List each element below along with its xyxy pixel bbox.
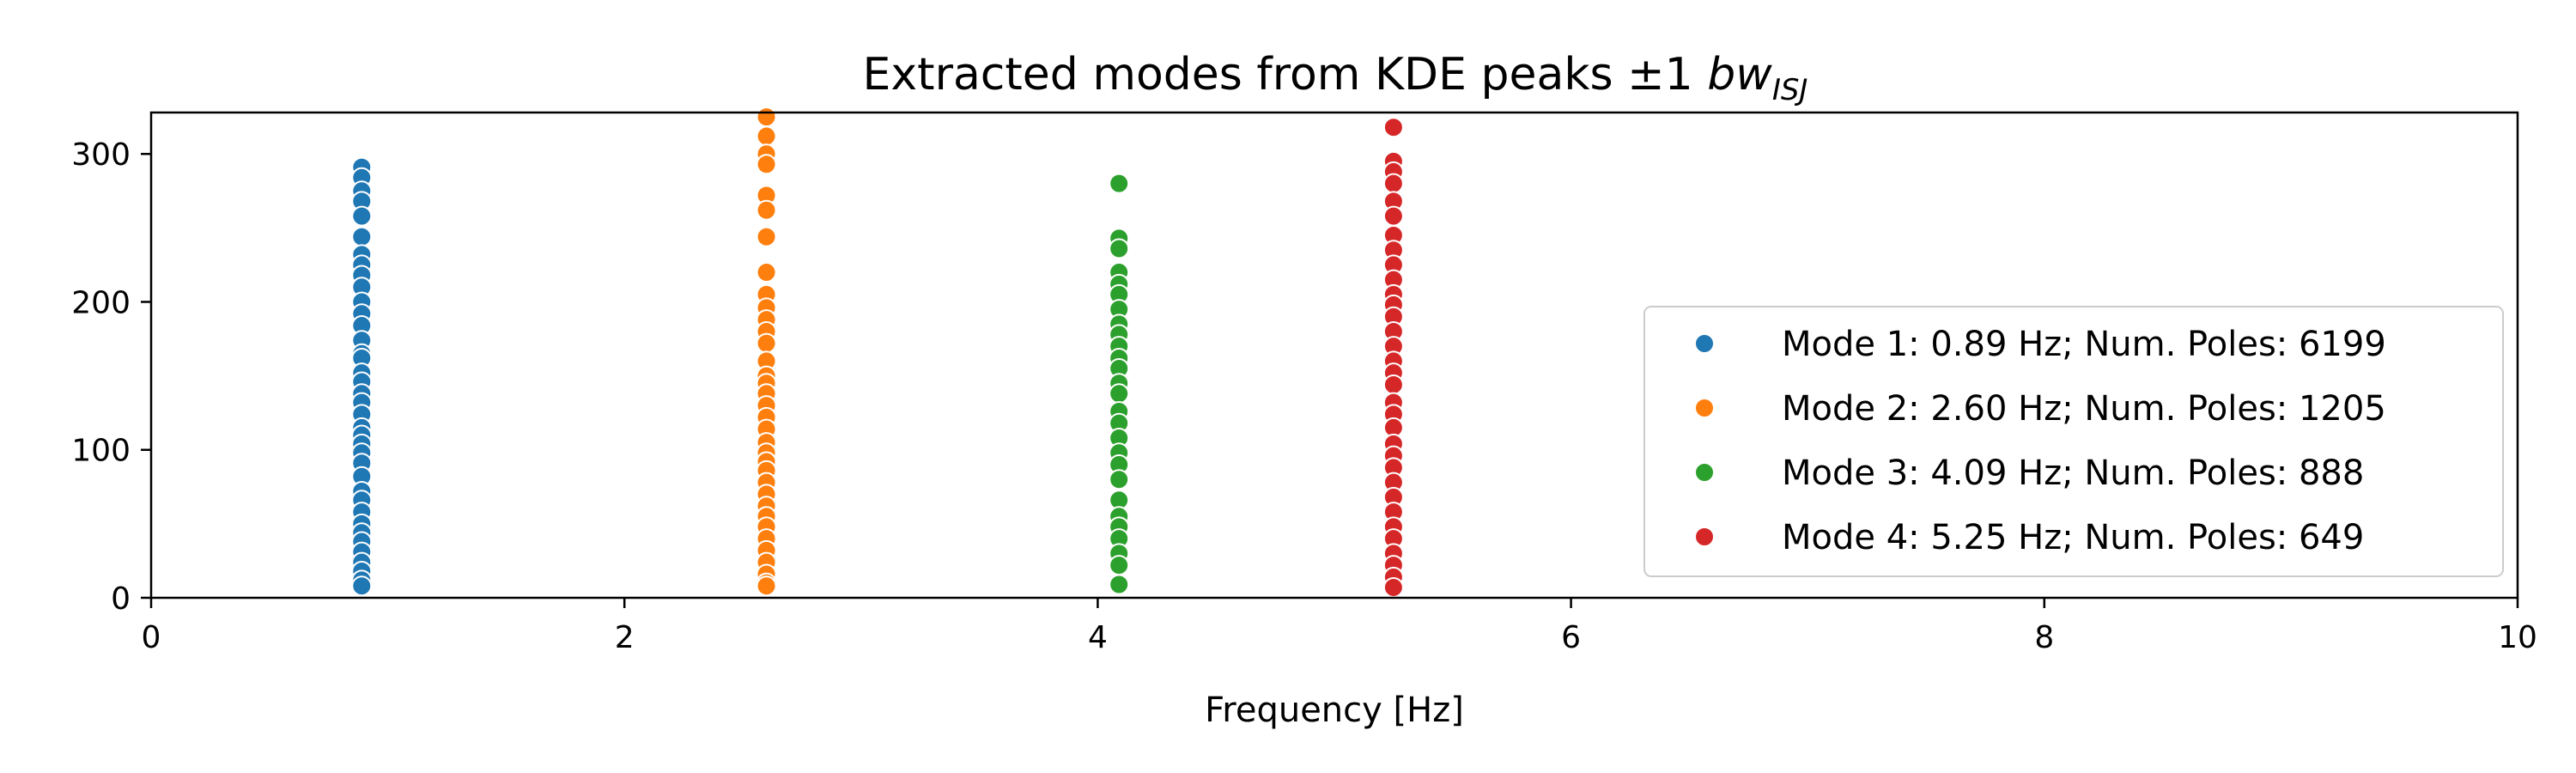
legend: Mode 1: 0.89 Hz; Num. Poles: 6199 Mode 2:…: [1643, 306, 2504, 577]
mode-4-point: [1382, 374, 1404, 395]
legend-marker: [1694, 526, 1715, 547]
mode-3-point: [1109, 574, 1130, 595]
mode-2-point: [756, 125, 777, 147]
legend-label: Mode 2: 2.60 Hz; Num. Poles: 1205: [1782, 389, 2386, 429]
y-tick-label: 100: [71, 434, 131, 469]
x-tick-label: 4: [1088, 620, 1108, 655]
legend-box: [1643, 306, 2504, 577]
x-tick-label: 8: [2034, 620, 2054, 655]
mode-1-point: [351, 226, 373, 247]
mode-3-point: [1109, 383, 1130, 405]
y-axis: 0 100 200 300: [71, 137, 151, 617]
plot-frame: [149, 111, 2519, 600]
mode-4-point: [1382, 173, 1404, 194]
legend-marker: [1694, 462, 1715, 483]
mode-3-point: [1109, 238, 1130, 259]
chart-title-main: Extracted modes from KDE peaks ±1: [863, 49, 1708, 100]
scatter-points: [351, 107, 1404, 598]
mode-4-point: [1382, 576, 1404, 598]
y-tick-label: 0: [111, 581, 131, 617]
chart-title-subscript: ISJ: [1772, 73, 1808, 107]
legend-label: Mode 4: 5.25 Hz; Num. Poles: 649: [1782, 518, 2364, 557]
mode-2-point: [756, 262, 777, 283]
mode-1-point: [351, 205, 373, 227]
mode-2-point: [756, 199, 777, 221]
legend-label: Mode 3: 4.09 Hz; Num. Poles: 888: [1782, 453, 2364, 493]
mode-4-point: [1382, 205, 1404, 227]
mode-2-point: [756, 154, 777, 175]
y-tick-label: 200: [71, 285, 131, 320]
mode-1-point: [351, 575, 373, 597]
chart-title: Extracted modes from KDE peaks ±1 bwISJ: [863, 49, 1808, 107]
x-axis: 0 2 4 6 8 10: [142, 598, 2537, 655]
x-tick-label: 6: [1561, 620, 1581, 655]
y-tick-label: 300: [71, 137, 131, 173]
mode-2-point: [756, 575, 777, 597]
x-axis-label: Frequency [Hz]: [1205, 691, 1464, 730]
mode-3-point: [1109, 469, 1130, 490]
mode-4-point: [1382, 117, 1404, 138]
legend-marker: [1694, 333, 1715, 354]
chart-title-math: bw: [1707, 49, 1772, 100]
mode-3-point: [1109, 555, 1130, 576]
mode-2-point: [756, 226, 777, 247]
legend-label: Mode 1: 0.89 Hz; Num. Poles: 6199: [1782, 325, 2386, 364]
mode-3-point: [1109, 173, 1130, 194]
x-tick-label: 10: [2498, 620, 2537, 655]
mode-2-point: [756, 107, 777, 128]
x-tick-label: 0: [142, 620, 161, 655]
x-tick-label: 2: [615, 620, 635, 655]
mode-2-point: [756, 332, 777, 354]
legend-marker: [1694, 398, 1715, 418]
